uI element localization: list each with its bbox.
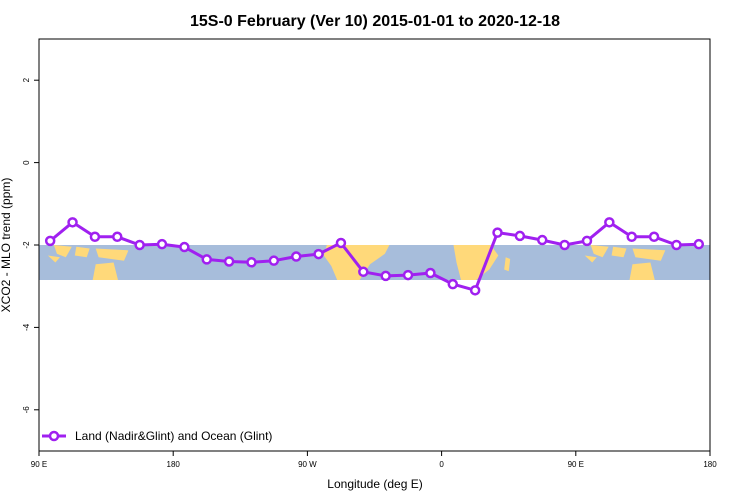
australia-land — [92, 262, 118, 280]
indonesia-land — [74, 246, 90, 258]
data-point — [626, 231, 637, 243]
indonesia-land — [53, 245, 72, 258]
data-point — [425, 267, 436, 279]
data-point — [156, 238, 168, 250]
y-axis-label: XCO2 - MLO trend (ppm) — [0, 178, 13, 313]
data-point — [134, 239, 145, 251]
x-tick-label: 180 — [703, 460, 717, 469]
data-point — [290, 251, 302, 262]
data-point — [313, 248, 324, 260]
australia-land — [629, 262, 655, 280]
data-point — [581, 235, 593, 247]
data-point — [604, 217, 615, 228]
data-point — [559, 239, 570, 251]
data-point — [693, 238, 705, 250]
data-point — [223, 256, 235, 267]
x-tick-label: 90 W — [298, 460, 317, 469]
data-point — [447, 278, 459, 290]
island-land — [584, 255, 597, 263]
y-tick-label: -4 — [22, 323, 31, 331]
africa-land — [453, 245, 499, 280]
data-point — [335, 237, 347, 249]
background-map-band — [39, 245, 710, 281]
data-point — [358, 266, 369, 278]
data-point — [380, 270, 391, 282]
data-point — [112, 231, 123, 243]
legend: Land (Nadir&Glint) and Ocean (Glint) — [42, 429, 272, 443]
x-axis-label: Longitude (deg E) — [327, 477, 422, 491]
data-point — [671, 239, 682, 251]
data-point — [648, 231, 660, 243]
data-point — [179, 241, 190, 253]
x-axis: 90 E 180 90 W 0 90 E 180 — [31, 451, 717, 469]
island-land — [47, 255, 60, 263]
series-group — [44, 217, 705, 296]
y-tick-label: 0 — [22, 160, 31, 165]
legend-marker — [48, 430, 60, 442]
data-point — [89, 231, 101, 243]
new-guinea-land — [95, 248, 129, 261]
data-point — [201, 254, 212, 265]
data-point — [492, 227, 503, 238]
legend-series-label: Land (Nadir&Glint) and Ocean (Glint) — [75, 429, 272, 443]
data-point — [514, 230, 526, 242]
data-point — [268, 255, 280, 266]
data-point — [246, 257, 257, 268]
data-point — [469, 285, 481, 296]
chart-title: 15S-0 February (Ver 10) 2015-01-01 to 20… — [190, 13, 560, 30]
data-point — [402, 269, 414, 281]
x-tick-label: 0 — [439, 460, 444, 469]
y-tick-label: 2 — [22, 77, 31, 82]
data-point — [67, 217, 78, 228]
new-guinea-land — [632, 248, 666, 261]
x-tick-label: 180 — [167, 460, 181, 469]
madagascar-land — [504, 257, 511, 272]
data-point — [537, 234, 548, 246]
x-tick-label: 90 E — [31, 460, 47, 469]
indonesia-land — [611, 246, 627, 258]
y-tick-label: -6 — [22, 406, 31, 414]
y-tick-label: -2 — [22, 241, 31, 249]
indonesia-land — [590, 245, 609, 258]
data-point — [44, 235, 56, 247]
x-tick-label: 90 E — [568, 460, 584, 469]
y-axis: 2 0 -2 -4 -6 — [22, 77, 39, 413]
